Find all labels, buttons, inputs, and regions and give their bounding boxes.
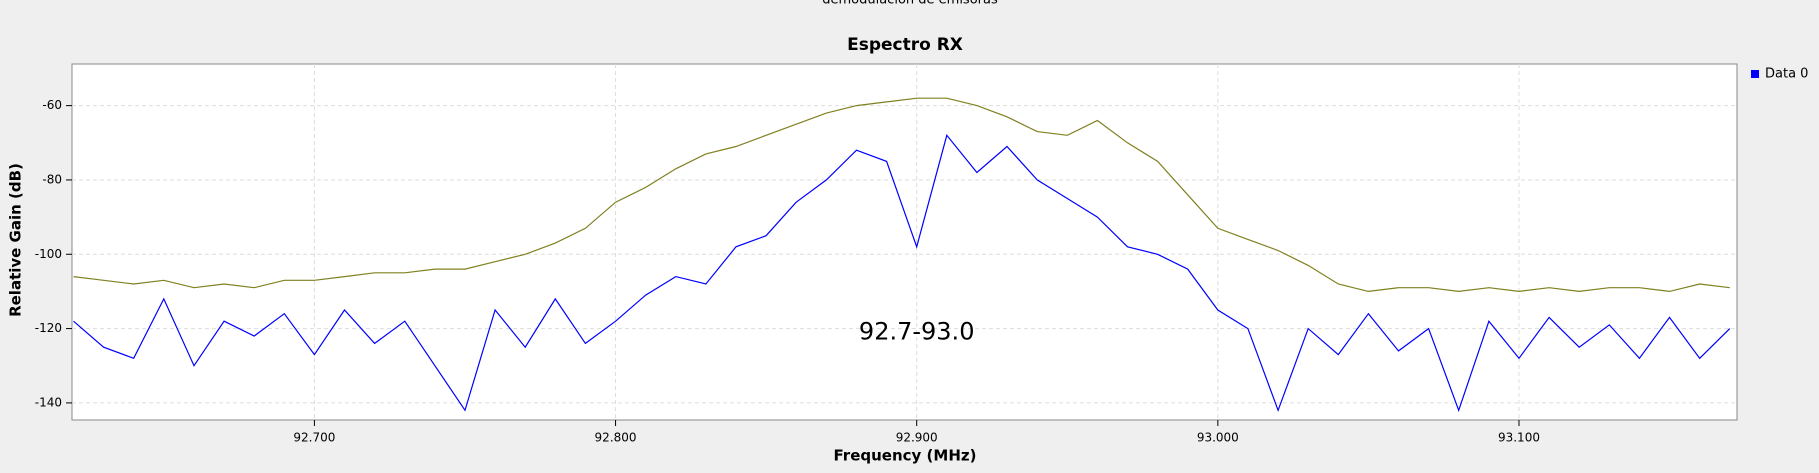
chart-title: Espectro RX	[847, 35, 963, 55]
y-tick-label: -80	[42, 172, 62, 186]
window-title: demodulación de emisoras	[822, 0, 998, 8]
y-tick-label: -140	[35, 395, 62, 409]
y-tick-label: -120	[35, 321, 62, 335]
series-line	[73, 134, 1731, 413]
plot-area	[71, 63, 1738, 421]
legend-label: Data 0	[1765, 67, 1808, 82]
x-tick-label: 92.800	[595, 431, 637, 445]
y-axis-label: Relative Gain (dB)	[7, 163, 25, 317]
series-line	[73, 97, 1730, 293]
x-tick-label: 92.700	[293, 431, 335, 445]
y-tick-label: -60	[42, 98, 62, 112]
x-tick-label: 93.000	[1197, 431, 1239, 445]
annotation: 92.7-93.0	[859, 317, 975, 345]
x-tick-label: 93.100	[1498, 431, 1540, 445]
x-tick-label: 92.900	[896, 431, 938, 445]
y-tick-label: -100	[35, 247, 62, 261]
x-axis-label: Frequency (MHz)	[834, 447, 977, 465]
legend-swatch	[1751, 70, 1759, 78]
